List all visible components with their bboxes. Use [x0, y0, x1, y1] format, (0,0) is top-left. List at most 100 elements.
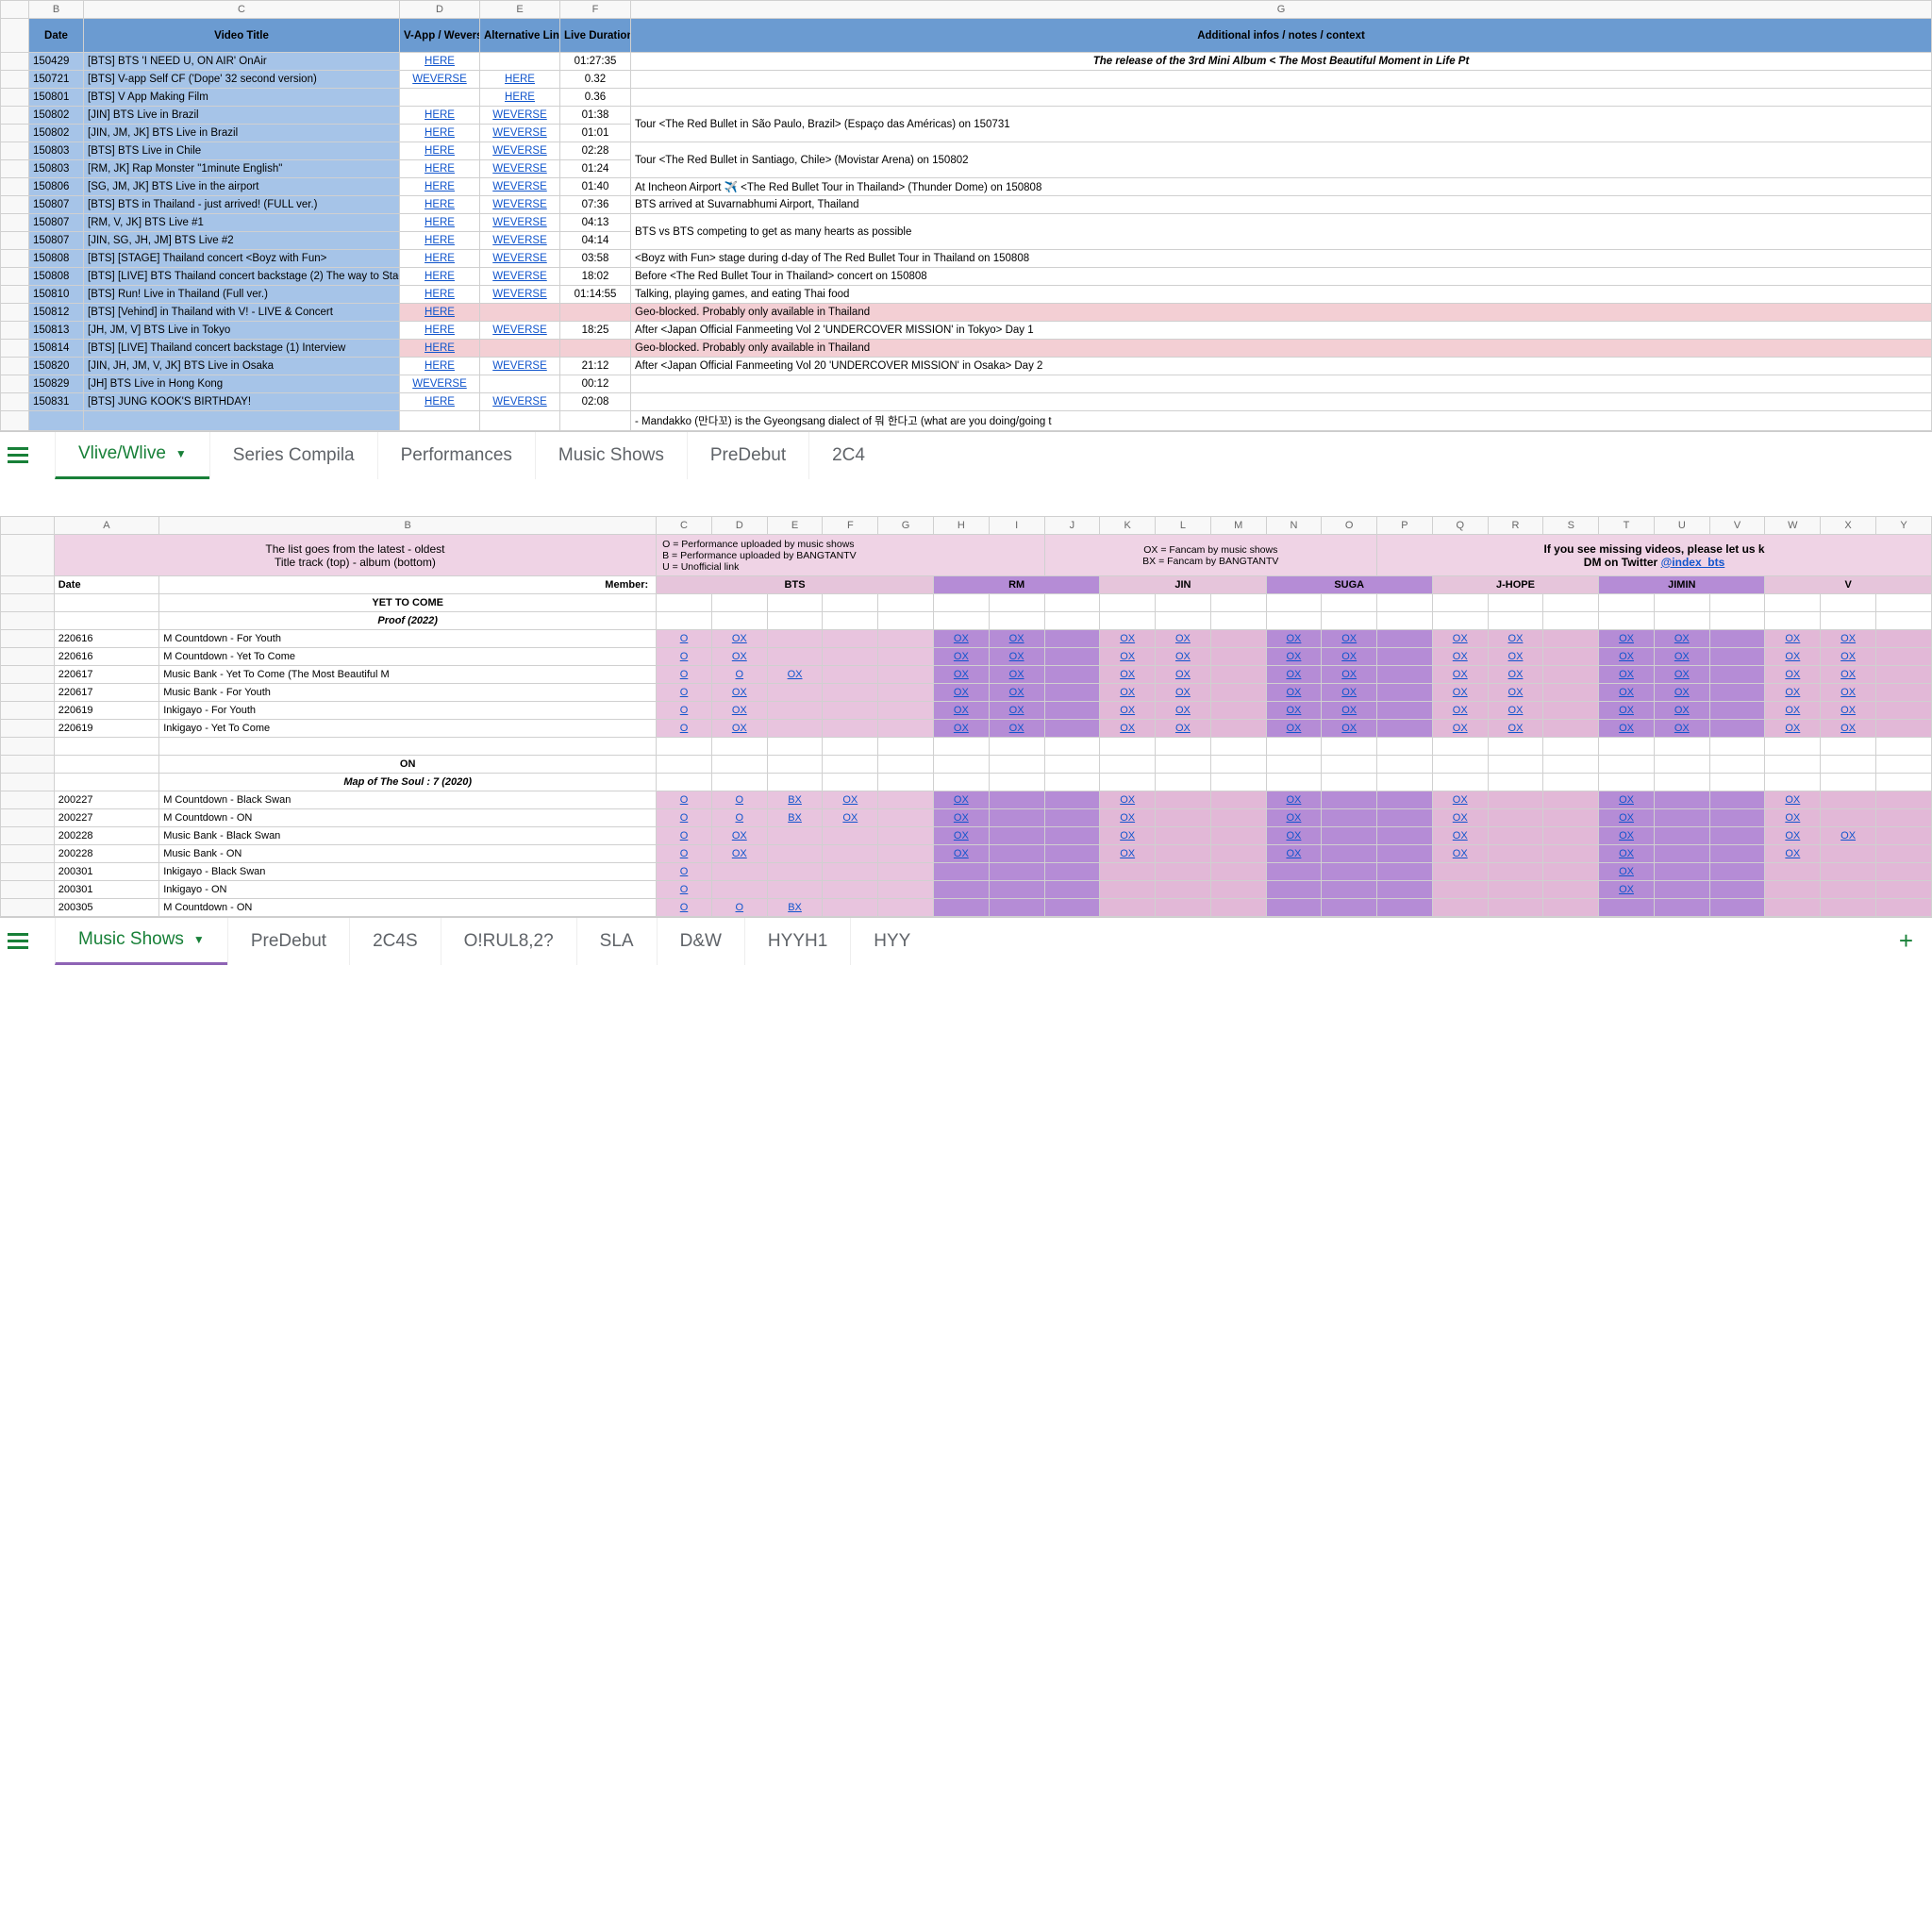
link[interactable]: OX	[1009, 651, 1024, 662]
link[interactable]: OX	[1785, 651, 1800, 662]
link[interactable]: OX	[1619, 687, 1634, 698]
link[interactable]: OX	[732, 848, 747, 859]
table-row[interactable]: 150806[SG, JM, JK] BTS Live in the airpo…	[1, 178, 1932, 196]
link[interactable]: BX	[788, 812, 802, 824]
link[interactable]: HERE	[425, 360, 455, 372]
link[interactable]: OX	[842, 812, 858, 824]
table-row[interactable]: - Mandakko (만다꼬) is the Gyeongsang diale…	[1, 411, 1932, 431]
link[interactable]: OX	[1674, 651, 1690, 662]
link[interactable]: OX	[1453, 669, 1468, 680]
link[interactable]: OX	[1286, 812, 1301, 824]
table-row[interactable]: 150831[BTS] JUNG KOOK'S BIRTHDAY!HEREWEV…	[1, 393, 1932, 411]
link[interactable]: OX	[1286, 633, 1301, 644]
link[interactable]: OX	[1508, 687, 1524, 698]
link[interactable]: OX	[1341, 723, 1357, 734]
link[interactable]: HERE	[425, 342, 455, 354]
link[interactable]: OX	[1785, 723, 1800, 734]
link[interactable]: HERE	[425, 145, 455, 157]
link[interactable]: O	[680, 866, 689, 877]
link[interactable]: OX	[1840, 830, 1856, 841]
link[interactable]: OX	[1619, 812, 1634, 824]
link[interactable]: O	[680, 723, 689, 734]
table-row[interactable]: 150801[BTS] V App Making FilmHERE0.36	[1, 89, 1932, 107]
link[interactable]: OX	[1508, 669, 1524, 680]
link[interactable]: OX	[1453, 794, 1468, 806]
link[interactable]: O	[680, 848, 689, 859]
table-row[interactable]: 150807[RM, V, JK] BTS Live #1HEREWEVERSE…	[1, 214, 1932, 232]
link[interactable]: OX	[1286, 794, 1301, 806]
all-sheets-icon[interactable]	[8, 447, 36, 463]
table-row[interactable]: 150429[BTS] BTS 'I NEED U, ON AIR' OnAir…	[1, 53, 1932, 71]
tab[interactable]: Performances	[377, 432, 535, 479]
link[interactable]: OX	[732, 723, 747, 734]
link[interactable]: HERE	[425, 271, 455, 282]
link[interactable]: WEVERSE	[492, 396, 547, 408]
link[interactable]: O	[736, 902, 744, 913]
link[interactable]: HERE	[425, 181, 455, 192]
link[interactable]: OX	[1674, 723, 1690, 734]
link[interactable]: OX	[1785, 848, 1800, 859]
link[interactable]: OX	[1785, 705, 1800, 716]
link[interactable]: OX	[1619, 723, 1634, 734]
table-row[interactable]: 200228Music Bank - ONOOXOXOXOXOXOXOX	[1, 845, 1932, 863]
link[interactable]: OX	[954, 812, 969, 824]
link[interactable]: O	[680, 884, 689, 895]
table-row[interactable]: 150807[BTS] BTS in Thailand - just arriv…	[1, 196, 1932, 214]
link[interactable]: HERE	[425, 307, 455, 318]
link[interactable]: OX	[1341, 651, 1357, 662]
link[interactable]: OX	[1840, 651, 1856, 662]
link[interactable]: OX	[954, 848, 969, 859]
link[interactable]: OX	[1619, 633, 1634, 644]
link[interactable]: OX	[1286, 848, 1301, 859]
twitter-link[interactable]: @index_bts	[1661, 556, 1725, 569]
link[interactable]: BX	[788, 902, 802, 913]
table-row[interactable]: 220619Inkigayo - Yet To ComeOOXOXOXOXOXO…	[1, 720, 1932, 738]
link[interactable]: OX	[954, 794, 969, 806]
link[interactable]: HERE	[425, 396, 455, 408]
link[interactable]: OX	[1120, 723, 1135, 734]
link[interactable]: OX	[1619, 884, 1634, 895]
tab[interactable]: D&W	[657, 918, 744, 965]
link[interactable]: WEVERSE	[412, 378, 467, 390]
link[interactable]: OX	[1286, 669, 1301, 680]
link[interactable]: HERE	[425, 325, 455, 336]
tab-musicshows[interactable]: Music Shows▼	[55, 918, 227, 965]
link[interactable]: OX	[1674, 633, 1690, 644]
link[interactable]: O	[680, 651, 689, 662]
link[interactable]: OX	[1508, 723, 1524, 734]
link[interactable]: OX	[1120, 812, 1135, 824]
link[interactable]: OX	[1286, 687, 1301, 698]
link[interactable]: O	[680, 830, 689, 841]
link[interactable]: OX	[954, 830, 969, 841]
link[interactable]: OX	[1674, 687, 1690, 698]
link[interactable]: OX	[1785, 830, 1800, 841]
link[interactable]: OX	[1120, 794, 1135, 806]
table-row[interactable]: 220617Music Bank - For YouthOOXOXOXOXOXO…	[1, 684, 1932, 702]
table-row[interactable]: 200305M Countdown - ONOOBX	[1, 899, 1932, 917]
link[interactable]: O	[680, 669, 689, 680]
link[interactable]: HERE	[425, 56, 455, 67]
link[interactable]: OX	[842, 794, 858, 806]
link[interactable]: OX	[788, 669, 803, 680]
link[interactable]: OX	[954, 687, 969, 698]
tab[interactable]: PreDebut	[227, 918, 349, 965]
table-row[interactable]: 150721[BTS] V-app Self CF ('Dope' 32 sec…	[1, 71, 1932, 89]
link[interactable]: OX	[1009, 687, 1024, 698]
tab[interactable]: HYY	[850, 918, 933, 965]
table-row[interactable]: 200228Music Bank - Black SwanOOXOXOXOXOX…	[1, 827, 1932, 845]
link[interactable]: O	[680, 705, 689, 716]
link[interactable]: O	[680, 687, 689, 698]
all-sheets-icon-2[interactable]	[8, 933, 36, 949]
link[interactable]: OX	[1619, 866, 1634, 877]
table-row[interactable]: 220616M Countdown - Yet To ComeOOXOXOXOX…	[1, 648, 1932, 666]
link[interactable]: OX	[1286, 830, 1301, 841]
link[interactable]: OX	[1785, 794, 1800, 806]
link[interactable]: OX	[732, 687, 747, 698]
link[interactable]: OX	[1674, 705, 1690, 716]
link[interactable]: OX	[1341, 705, 1357, 716]
link[interactable]: O	[736, 794, 744, 806]
table-row[interactable]: 150808[BTS] [STAGE] Thailand concert <Bo…	[1, 250, 1932, 268]
table-row[interactable]: 150808[BTS] [LIVE] BTS Thailand concert …	[1, 268, 1932, 286]
link[interactable]: OX	[732, 633, 747, 644]
link[interactable]: OX	[1674, 669, 1690, 680]
